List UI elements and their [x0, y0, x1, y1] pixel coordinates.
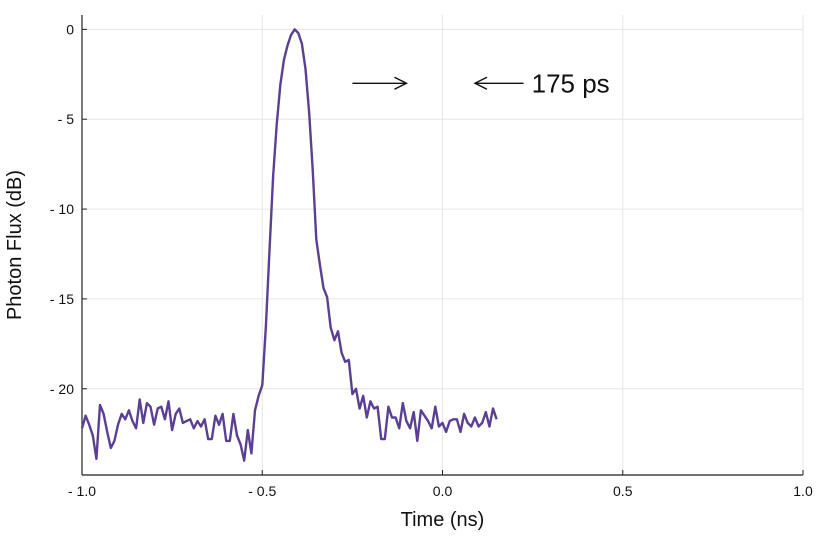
x-tick-label: - 1.0: [68, 483, 96, 499]
y-tick-label: - 5: [58, 111, 75, 127]
x-gridlines: [81, 15, 804, 475]
x-tick-label: 0.0: [433, 483, 453, 499]
x-axis-title: Time (ns): [401, 509, 485, 531]
y-tick-label: 0: [66, 21, 74, 37]
annotation-label: 175 ps: [532, 68, 610, 98]
y-axis-title: Photon Flux (dB): [4, 170, 26, 320]
y-tick-label: - 10: [50, 201, 74, 217]
y-gridlines: [82, 28, 803, 390]
x-tick-label: 1.0: [793, 483, 813, 499]
series-line: [80, 28, 498, 462]
y-tick-label: - 20: [50, 381, 74, 397]
arrow-head: [394, 76, 409, 90]
y-ticks: 0 - 5 - 10 - 15 - 20: [50, 21, 87, 397]
y-tick-label: - 15: [50, 291, 74, 307]
x-ticks: - 1.0 - 0.5 0.0 0.5 1.0: [68, 470, 813, 499]
x-tick-label: 0.5: [613, 483, 633, 499]
x-tick-label: - 0.5: [248, 483, 276, 499]
arrow-head: [473, 76, 488, 90]
pulse-width-annotation: 175 ps: [352, 68, 610, 98]
